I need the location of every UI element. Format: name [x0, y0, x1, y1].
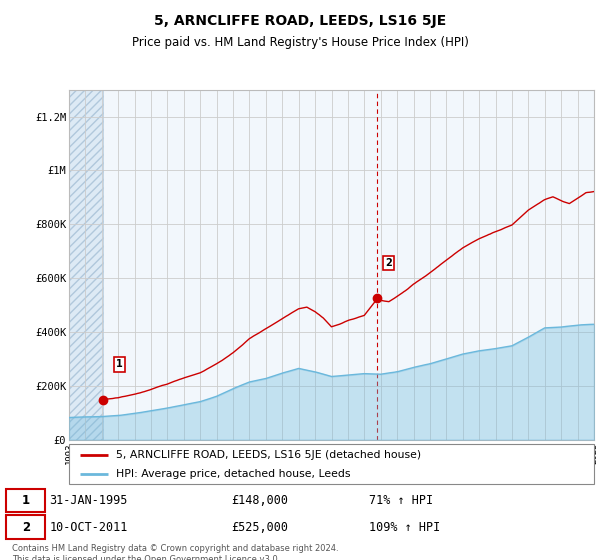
- Text: 10-OCT-2011: 10-OCT-2011: [49, 521, 128, 534]
- Text: 109% ↑ HPI: 109% ↑ HPI: [369, 521, 440, 534]
- Text: 1: 1: [116, 360, 123, 370]
- Bar: [69, 90, 103, 440]
- Text: £148,000: £148,000: [231, 494, 288, 507]
- Text: 2: 2: [22, 521, 30, 534]
- Text: Price paid vs. HM Land Registry's House Price Index (HPI): Price paid vs. HM Land Registry's House …: [131, 36, 469, 49]
- Text: 5, ARNCLIFFE ROAD, LEEDS, LS16 5JE: 5, ARNCLIFFE ROAD, LEEDS, LS16 5JE: [154, 14, 446, 28]
- FancyBboxPatch shape: [6, 515, 46, 539]
- Text: 2: 2: [385, 258, 392, 268]
- Text: 1: 1: [22, 494, 30, 507]
- Text: £525,000: £525,000: [231, 521, 288, 534]
- Bar: [69, 90, 103, 440]
- Text: 5, ARNCLIFFE ROAD, LEEDS, LS16 5JE (detached house): 5, ARNCLIFFE ROAD, LEEDS, LS16 5JE (deta…: [116, 450, 421, 460]
- Text: 31-JAN-1995: 31-JAN-1995: [49, 494, 128, 507]
- Text: Contains HM Land Registry data © Crown copyright and database right 2024.
This d: Contains HM Land Registry data © Crown c…: [12, 544, 338, 560]
- Text: HPI: Average price, detached house, Leeds: HPI: Average price, detached house, Leed…: [116, 469, 351, 479]
- Text: 71% ↑ HPI: 71% ↑ HPI: [369, 494, 433, 507]
- Bar: [103, 90, 594, 440]
- FancyBboxPatch shape: [6, 489, 46, 512]
- FancyBboxPatch shape: [69, 444, 594, 484]
